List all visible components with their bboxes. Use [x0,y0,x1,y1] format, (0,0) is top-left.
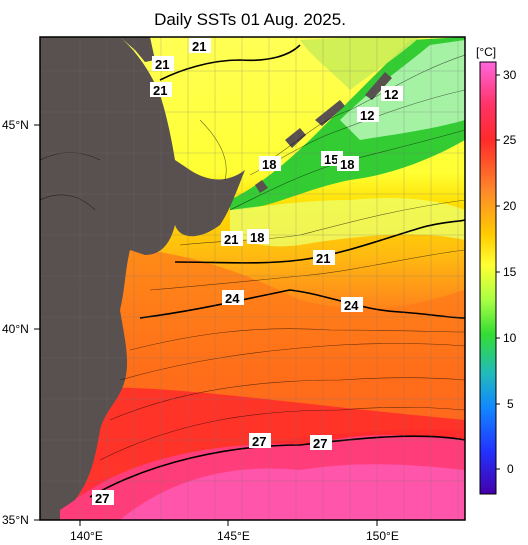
okhotsk-yellowgreen [300,37,420,90]
svg-text:21: 21 [153,83,167,98]
svg-text:18: 18 [340,157,354,172]
contour-label: 18 [259,156,281,172]
land-sakhalin-tip [120,37,155,62]
contour-label: 21 [152,56,174,72]
contour-label: 12 [381,86,403,102]
svg-text:15: 15 [324,152,338,167]
contour-21 [174,219,465,264]
colorbar-tick: 25 [503,133,517,147]
contour-lines [89,44,465,498]
contour-label: 12 [357,107,379,123]
contour-label: 21 [150,82,172,98]
svg-text:24: 24 [344,298,359,313]
svg-text:21: 21 [316,251,330,266]
svg-text:24: 24 [225,291,240,306]
lat-label-40: 40°N [2,322,29,336]
colorbar-tick: 5 [507,397,514,411]
contour-label: 27 [249,433,271,449]
contour-21-north [159,44,301,81]
contour-label: 24 [222,290,244,306]
contour-27 [89,435,465,498]
axis-ticks [34,124,378,526]
colorbar-tick: 10 [503,331,517,345]
lat-label-45: 45°N [2,118,29,132]
lon-label-140: 140°E [70,529,103,543]
svg-text:21: 21 [155,57,169,72]
map-title: Daily SSTs 01 Aug. 2025. [154,10,346,29]
colorbar-gradient [479,61,497,495]
kuroshio-core [120,464,465,520]
contour-label: 21 [313,250,335,266]
colorbar: [°C] 30 25 20 15 10 5 0 [476,45,517,495]
contour-label: 18 [247,229,269,245]
island-4 [365,72,392,100]
contour-label: 18 [337,156,359,172]
svg-text:27: 27 [313,436,327,451]
transition-zone [230,198,465,247]
contour-label: 24 [341,297,363,313]
contour-label: 27 [92,490,114,506]
island-2 [285,128,306,148]
svg-text:27: 27 [95,491,109,506]
lon-label-145: 145°E [217,529,250,543]
svg-text:27: 27 [252,434,266,449]
contour-24 [139,289,465,319]
svg-text:12: 12 [384,87,398,102]
colorbar-tick: 15 [503,265,517,279]
colorbar-unit: [°C] [476,45,496,59]
svg-text:18: 18 [250,230,264,245]
contour-labels: 21 21 21 12 12 18 15 18 21 18 21 24 24 2… [92,38,403,506]
colorbar-tick: 30 [503,68,517,82]
colorbar-tick: 0 [507,462,514,476]
island-3 [315,100,345,126]
lon-label-150: 150°E [366,529,399,543]
svg-text:21: 21 [192,39,206,54]
lat-label-35: 35°N [2,513,29,527]
island-1 [255,180,268,193]
contour-label: 21 [189,38,211,54]
svg-text:21: 21 [224,232,238,247]
map-frame [39,36,466,521]
svg-text:18: 18 [262,157,276,172]
contour-label: 21 [221,231,243,247]
svg-text:12: 12 [360,108,374,123]
colorbar-tick: 20 [503,199,517,213]
contour-label: 27 [310,435,332,451]
